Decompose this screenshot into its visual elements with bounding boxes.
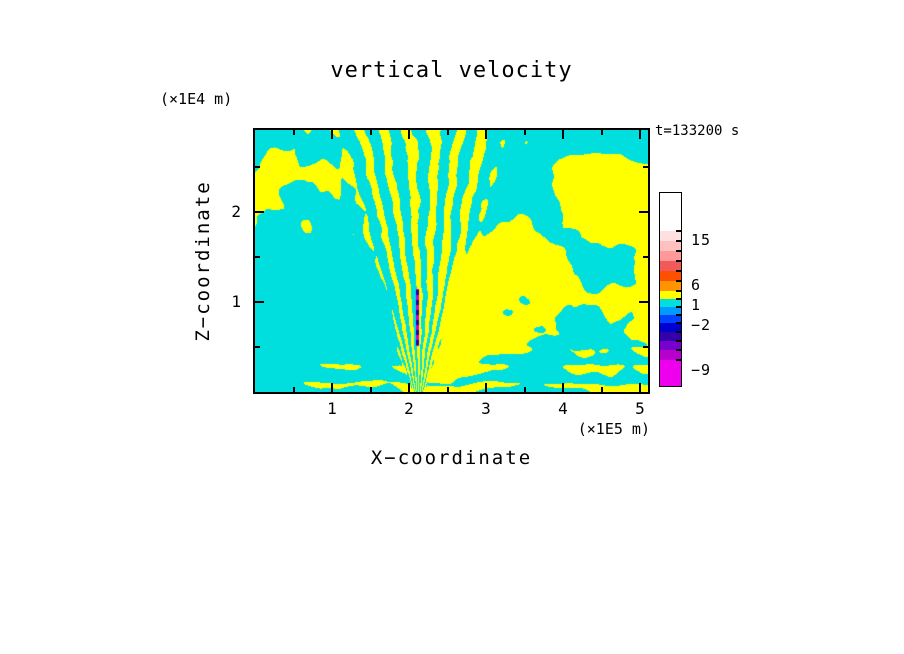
velocity-field-canvas	[255, 130, 648, 392]
z-axis-tick	[643, 256, 648, 258]
colorbar-boundary-tick	[676, 230, 681, 232]
plot-area	[253, 128, 650, 394]
colorbar-boundary-tick	[676, 306, 681, 308]
x-axis-tick	[446, 130, 449, 135]
x-tick-label: 5	[635, 399, 645, 418]
x-tick-label: 2	[404, 399, 414, 418]
x-axis-tick	[292, 130, 295, 135]
colorbar-boundary-tick	[676, 240, 681, 242]
z-axis-tick	[643, 166, 648, 168]
x-tick-label: 3	[481, 399, 491, 418]
colorbar-boundary-tick	[676, 290, 681, 292]
colorbar-boundary-tick	[676, 349, 681, 351]
x-axis-tick	[562, 130, 564, 139]
z-axis-units: (×1E4 m)	[160, 90, 233, 108]
z-axis-tick	[255, 211, 264, 213]
x-axis-tick	[292, 387, 295, 392]
x-axis-tick	[331, 383, 333, 392]
colorbar-segment	[660, 241, 681, 251]
colorbar	[659, 192, 682, 387]
colorbar-segment	[660, 299, 681, 307]
x-axis-tick	[446, 387, 449, 392]
colorbar-segment	[660, 251, 681, 261]
x-tick-label: 4	[558, 399, 568, 418]
z-axis-tick	[639, 211, 648, 213]
colorbar-boundary-tick	[676, 331, 681, 333]
colorbar-segment	[660, 231, 681, 241]
colorbar-boundary-tick	[676, 322, 681, 324]
colorbar-segment	[660, 350, 681, 360]
x-axis-tick	[408, 383, 410, 392]
colorbar-label: −2	[691, 316, 712, 334]
x-tick-label: 1	[327, 399, 337, 418]
x-axis-tick	[523, 130, 526, 135]
z-tick-label: 1	[231, 291, 241, 311]
x-axis-tick	[523, 387, 526, 392]
colorbar-boundary-tick	[676, 314, 681, 316]
colorbar-segment	[660, 193, 681, 231]
x-axis-tick	[639, 383, 641, 392]
z-axis-tick	[255, 301, 264, 303]
x-axis-tick	[408, 130, 410, 139]
colorbar-label: 6	[691, 276, 702, 294]
x-axis-tick	[485, 383, 487, 392]
colorbar-boundary-tick	[676, 250, 681, 252]
time-annotation: t=133200 s	[655, 123, 740, 139]
colorbar-segment	[660, 323, 681, 332]
colorbar-segment	[660, 332, 681, 341]
z-axis-tick	[255, 346, 260, 348]
colorbar-boundary-tick	[676, 260, 681, 262]
x-axis-tick	[485, 130, 487, 139]
colorbar-label: 15	[691, 231, 712, 249]
z-axis-tick	[639, 301, 648, 303]
z-axis-label: Z−coordinate	[192, 180, 214, 342]
x-axis-tick	[639, 130, 641, 139]
x-axis-tick	[562, 383, 564, 392]
colorbar-segments	[660, 193, 681, 386]
colorbar-segment	[660, 315, 681, 323]
z-axis-tick	[255, 256, 260, 258]
colorbar-boundary-tick	[676, 270, 681, 272]
colorbar-segment	[660, 271, 681, 281]
colorbar-boundary-tick	[676, 359, 681, 361]
x-axis-tick	[369, 130, 372, 135]
z-axis-tick	[255, 166, 260, 168]
z-tick-label: 2	[231, 201, 241, 221]
colorbar-boundary-tick	[676, 280, 681, 282]
colorbar-boundary-tick	[676, 298, 681, 300]
colorbar-segment	[660, 281, 681, 291]
colorbar-segment	[660, 291, 681, 299]
x-axis-units: (×1E5 m)	[577, 420, 650, 438]
x-axis-tick	[369, 387, 372, 392]
x-axis-tick	[600, 387, 603, 392]
chart-title: vertical velocity	[330, 58, 573, 83]
colorbar-label: −9	[691, 361, 712, 379]
colorbar-boundary-tick	[676, 340, 681, 342]
colorbar-segment	[660, 341, 681, 350]
x-axis-label: X−coordinate	[370, 447, 533, 469]
x-axis-tick	[331, 130, 333, 139]
x-axis-tick	[600, 130, 603, 135]
colorbar-segment	[660, 307, 681, 315]
colorbar-segment	[660, 261, 681, 271]
colorbar-segment	[660, 360, 681, 386]
colorbar-label: 1	[691, 296, 702, 314]
z-axis-tick	[643, 346, 648, 348]
